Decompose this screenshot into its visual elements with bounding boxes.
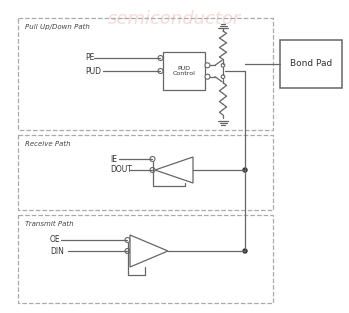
- Polygon shape: [130, 235, 168, 267]
- Circle shape: [158, 69, 163, 74]
- Circle shape: [125, 249, 130, 254]
- Bar: [280, 40, 342, 88]
- Polygon shape: [155, 157, 193, 183]
- Circle shape: [221, 64, 225, 67]
- Text: PUD: PUD: [85, 66, 101, 75]
- Text: Receive Path: Receive Path: [25, 141, 70, 147]
- Circle shape: [205, 74, 210, 79]
- Text: DIN: DIN: [50, 247, 64, 255]
- Circle shape: [205, 63, 210, 68]
- Circle shape: [221, 75, 225, 79]
- Text: Bond Pad: Bond Pad: [290, 59, 332, 69]
- Circle shape: [150, 156, 155, 162]
- Bar: [18, 135, 273, 210]
- Bar: [18, 18, 273, 130]
- Bar: [176, 166, 183, 175]
- Bar: [18, 215, 273, 303]
- Text: PUD
Control: PUD Control: [172, 66, 195, 76]
- Text: semiconductor: semiconductor: [107, 10, 240, 28]
- Text: Transmit Path: Transmit Path: [25, 221, 74, 227]
- Circle shape: [243, 249, 247, 253]
- Bar: [163, 52, 205, 90]
- Circle shape: [158, 55, 163, 60]
- Text: Pull Up/Down Path: Pull Up/Down Path: [25, 24, 90, 30]
- Circle shape: [243, 168, 247, 172]
- Text: DOUT: DOUT: [110, 166, 132, 175]
- Circle shape: [150, 167, 155, 172]
- Text: IE: IE: [110, 155, 117, 163]
- Text: OE: OE: [50, 235, 61, 244]
- Circle shape: [125, 238, 130, 243]
- Text: PE: PE: [85, 54, 94, 63]
